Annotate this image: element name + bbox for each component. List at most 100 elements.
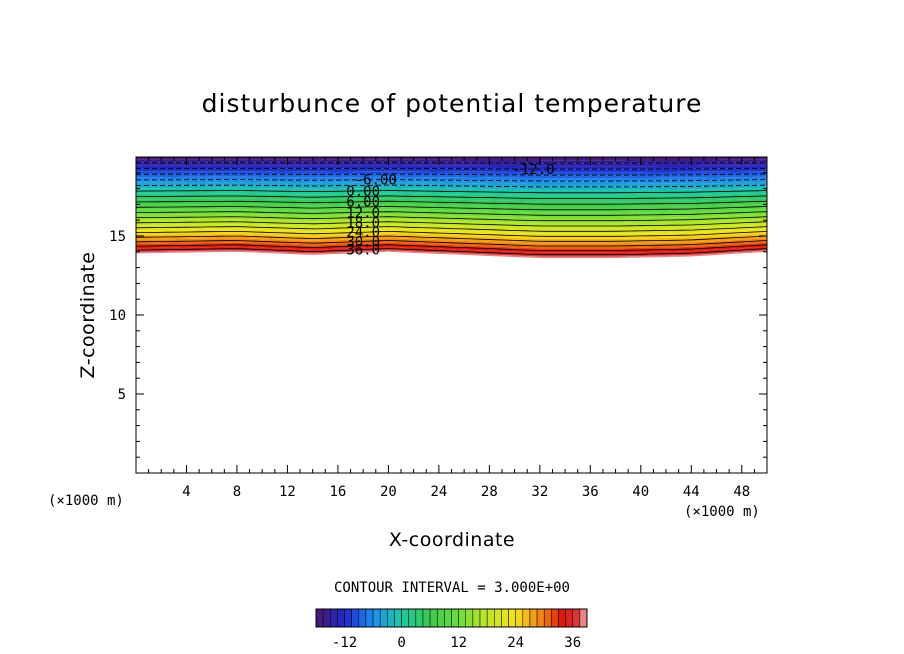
contour-band (136, 242, 767, 251)
contour-line (135, 240, 768, 247)
y-tick-label: 15 (109, 229, 126, 245)
contour-line (135, 200, 768, 205)
colorbar-cell (394, 608, 402, 628)
colorbar (315, 608, 588, 628)
colorbar-cell (508, 608, 516, 628)
colorbar-cell (536, 608, 545, 628)
colorbar-ticks: -12 0 12 24 36 (332, 635, 581, 651)
colorbar-cell (565, 608, 573, 628)
colorbar-cell (479, 608, 488, 628)
y-axis-label: Z-coordinate (77, 252, 99, 379)
contour-label: 6.00 (346, 195, 380, 211)
contour-label: 12.0 (346, 205, 380, 221)
x-tick-label: 4 (182, 484, 190, 500)
contour-band (136, 236, 767, 244)
x-tick-label: 8 (233, 484, 241, 500)
x-tick-label: 44 (683, 484, 700, 500)
contour-band (136, 176, 767, 182)
colorbar-cell (486, 608, 495, 628)
x-tick-label: 36 (582, 484, 599, 500)
colorbar-cell (558, 608, 566, 628)
colorbar-cell (387, 608, 395, 628)
colorbar-cell (365, 608, 374, 628)
contour-line (135, 221, 768, 227)
contour-label: 18.0 (346, 215, 380, 231)
contour-line (135, 211, 768, 216)
contour-band (136, 209, 767, 216)
contour-band (136, 224, 767, 232)
x-axis: 4 8 12 16 20 24 28 32 36 40 44 48 (148, 157, 755, 500)
contour-lines (135, 162, 768, 256)
colorbar-tick-label: 12 (450, 635, 467, 651)
contour-band (136, 165, 767, 170)
colorbar-cell (415, 608, 424, 628)
colorbar-cell (515, 608, 524, 628)
y-tick-label: 5 (118, 387, 126, 403)
contour-line (135, 190, 768, 194)
contour-label: -12.0 (512, 162, 554, 178)
contour-band (136, 185, 767, 190)
contour-band (136, 238, 767, 246)
colorbar-cell (572, 608, 581, 628)
contour-line (135, 248, 768, 256)
colorbar-cell (579, 608, 588, 628)
contour-band (136, 198, 767, 205)
contour-line (136, 184, 768, 188)
x-tick-label: 20 (380, 484, 397, 500)
colorbar-cell (529, 608, 538, 628)
contour-field (136, 157, 767, 259)
colorbar-cell (401, 608, 409, 628)
contour-line (135, 244, 768, 251)
contour-line (135, 230, 768, 237)
colorbar-tick-label: -12 (332, 635, 357, 651)
colorbar-tick-label: 24 (507, 635, 524, 651)
colorbar-cell (522, 608, 531, 628)
colorbar-cell (351, 608, 360, 628)
contour-band (136, 203, 767, 210)
contour-band (136, 219, 767, 226)
contour-band (136, 248, 767, 257)
contour-band (136, 182, 767, 187)
contour-label: 0.00 (346, 184, 380, 200)
colorbar-cell (408, 608, 417, 628)
contour-line (135, 235, 768, 242)
x-tick-label: 24 (430, 484, 447, 500)
contour-band (136, 214, 767, 221)
colorbar-cell (358, 608, 367, 628)
x-tick-label: 48 (733, 484, 750, 500)
contour-line (135, 206, 768, 211)
x-tick-label: 40 (632, 484, 649, 500)
contour-line (136, 179, 768, 182)
chart-title: disturbunce of potential temperature (202, 89, 703, 118)
contour-line (135, 195, 768, 199)
colorbar-cell (543, 608, 552, 628)
contour-label: 24.0 (346, 225, 380, 241)
contour-line (135, 226, 768, 232)
colorbar-cell (472, 608, 481, 628)
colorbar-tick-label: 36 (564, 635, 581, 651)
contour-label: 30.0 (346, 234, 380, 250)
colorbar-cell (429, 608, 438, 628)
contour-band (136, 159, 767, 164)
x-tick-label: 28 (481, 484, 498, 500)
colorbar-cell (444, 608, 452, 628)
contour-band (136, 174, 767, 179)
y-axis: 5 10 15 (109, 172, 767, 458)
contour-band (136, 233, 767, 242)
contour-label: -6.00 (355, 173, 397, 189)
contour-band (136, 171, 767, 176)
contour-band (136, 162, 767, 167)
colorbar-cell (501, 608, 509, 628)
colorbar-cell (372, 608, 381, 628)
x-axis-label: X-coordinate (389, 529, 515, 551)
colorbar-tick-label: 0 (397, 635, 405, 651)
colorbar-cell (379, 608, 388, 628)
colorbar-cell (315, 608, 324, 628)
contour-line (136, 168, 768, 170)
colorbar-cell (494, 608, 502, 628)
x-unit-right: (×1000 m) (684, 504, 760, 520)
colorbar-cell (451, 608, 459, 628)
colorbar-cell (551, 608, 559, 628)
